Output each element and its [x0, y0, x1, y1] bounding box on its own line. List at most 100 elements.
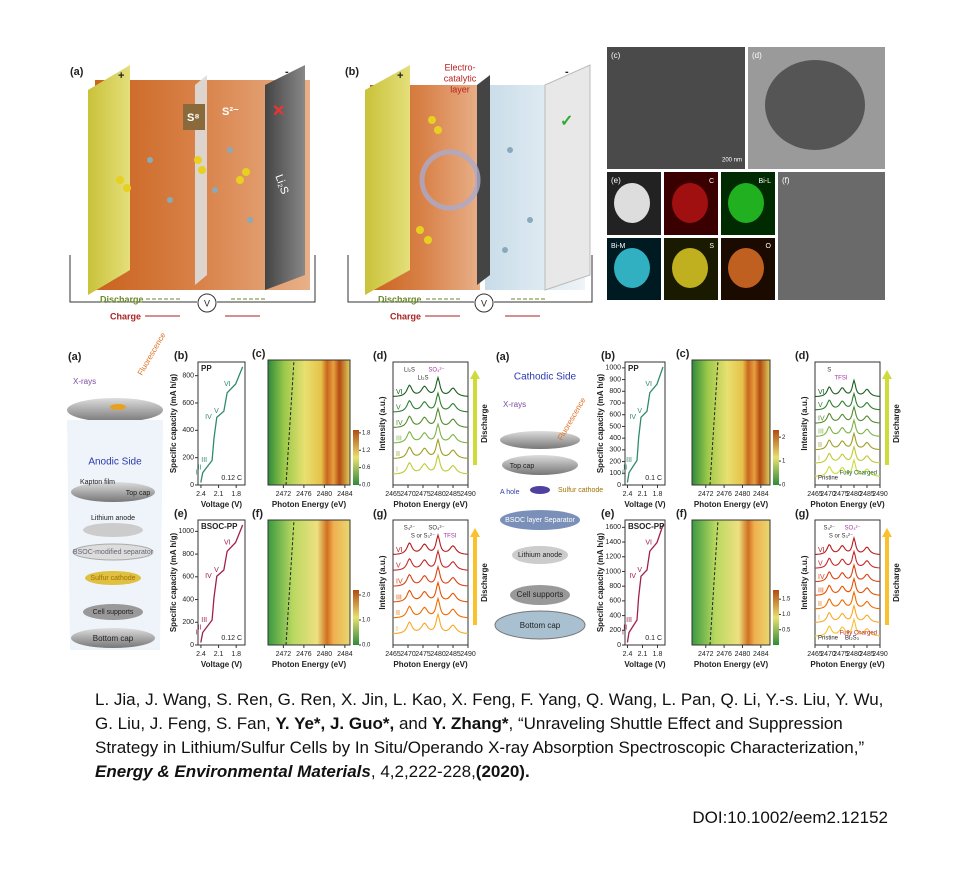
- label: S²⁻: [222, 106, 239, 118]
- spectrum: [814, 536, 881, 556]
- y-tick-label: 1000: [605, 568, 621, 575]
- x-tick-label: 2475: [415, 651, 431, 658]
- stage-label: IV: [396, 420, 403, 427]
- year: (2020).: [475, 762, 530, 781]
- hrtem-image: [778, 172, 885, 300]
- stage-label: VI: [818, 389, 825, 396]
- x-tick-label: 2484: [753, 651, 769, 658]
- cell-schematic-left: (a) X-rays Fluorescence Anodic Side Kapt…: [67, 330, 168, 650]
- label: Charge: [110, 311, 141, 321]
- x-tick-label: 2484: [753, 491, 769, 498]
- panel-label: (c): [611, 51, 621, 60]
- x-tick-label: 2472: [698, 491, 714, 498]
- journal: Energy & Environmental Materials: [95, 762, 371, 781]
- label: layer: [450, 84, 470, 94]
- colorbar-tick-label: 1: [782, 459, 786, 465]
- plot-frame: [267, 359, 351, 486]
- x-tick-label: 2472: [698, 651, 714, 658]
- y-tick-label: 200: [182, 455, 194, 462]
- panel-label: (e): [174, 508, 188, 520]
- x-tick-label: 2485: [859, 491, 875, 498]
- map-label: Bi-M: [611, 243, 626, 250]
- curve: [626, 366, 664, 483]
- y-tick-label: 400: [182, 596, 194, 603]
- authors-corresponding: Y. Ye*, J. Guo*,: [275, 714, 395, 733]
- label: catalytic: [444, 73, 477, 83]
- stage-label: VI: [645, 539, 652, 546]
- peak-label: S₄²⁻: [404, 526, 416, 532]
- label: V: [481, 298, 487, 308]
- rate-label: 0.12 C: [221, 635, 242, 642]
- x-tick-label: 2480: [846, 491, 862, 498]
- x-tick-label: 2485: [445, 491, 461, 498]
- colorbar-tick-label: 0: [782, 483, 786, 489]
- scale-bar: 200 nm: [722, 158, 742, 164]
- stage-label: II: [623, 465, 627, 472]
- stage-label: VI: [224, 381, 231, 388]
- x-tick-label: 2490: [872, 651, 888, 658]
- heatmap: [692, 360, 770, 485]
- panel-label: (e): [611, 176, 621, 185]
- spectrum: [814, 431, 881, 451]
- x-tick-label: 1.8: [231, 651, 241, 658]
- label: X-rays: [503, 400, 526, 409]
- pristine-label: Pristine: [818, 636, 839, 642]
- x-axis-label: Photon Energy (eV): [810, 500, 885, 509]
- spectrum: [392, 406, 469, 428]
- label: Cell supports: [93, 609, 134, 616]
- colorbar-tick-label: 0.6: [362, 465, 371, 471]
- x-tick-label: 2.4: [623, 651, 633, 658]
- guide: [285, 519, 295, 646]
- x-axis-label: Photon Energy (eV): [272, 500, 347, 509]
- y-tick-label: 200: [609, 458, 621, 465]
- y-axis-label: Specific capacity (mA h/g): [169, 533, 178, 633]
- y-tick-label: 0: [617, 482, 621, 489]
- figure: (a) + - S⁸ S²⁻ ✕ Li₂S Discharge Charge V…: [67, 47, 901, 669]
- x-tick-label: 2.1: [214, 491, 224, 498]
- stage-label: V: [396, 404, 401, 411]
- spectrum: [814, 590, 881, 610]
- micrographs: (c) (d) (e) (f) 200 nm C Bi-L Bi-M S O: [607, 47, 885, 300]
- panel-label: (a): [68, 351, 82, 363]
- plot-frame: [392, 519, 469, 646]
- label: Fluorescence: [136, 330, 168, 377]
- spectrum: [392, 564, 469, 587]
- y-tick-label: 1600: [605, 524, 621, 531]
- stage-label: IV: [818, 574, 825, 581]
- y-tick-label: 400: [609, 612, 621, 619]
- arrow-head: [882, 370, 892, 379]
- x-tick-label: 2475: [415, 491, 431, 498]
- stage-label: V: [818, 402, 823, 409]
- rate-label: 0.12 C: [221, 475, 242, 482]
- y-axis-label: Intensity (a.u.): [800, 555, 809, 610]
- spectrum: [392, 422, 469, 444]
- schematic-b: ✓ (b) + - Electro- catalytic layer Disch…: [345, 62, 593, 321]
- spectrum: [392, 548, 469, 571]
- stage-label: II: [818, 442, 822, 449]
- x-axis-label: Photon Energy (eV): [393, 500, 468, 509]
- x-tick-label: 1.8: [653, 651, 663, 658]
- y-tick-label: 400: [182, 427, 194, 434]
- x-axis-label: Photon Energy (eV): [272, 660, 347, 669]
- stage-label: II: [623, 624, 627, 631]
- stage-label: IV: [629, 573, 636, 580]
- stage-label: IV: [629, 414, 636, 421]
- y-tick-label: 300: [609, 447, 621, 454]
- label: Sulfur cathode: [90, 575, 135, 582]
- spectrum: [814, 378, 881, 398]
- separator: [477, 75, 490, 285]
- arrow-label: Discharge: [892, 404, 901, 443]
- x-tick-label: 2465: [385, 491, 401, 498]
- plot-frame: [814, 519, 881, 646]
- panel-label: (b): [601, 350, 615, 362]
- sample-label: PP: [201, 364, 212, 373]
- x-axis-label: Photon Energy (eV): [694, 500, 769, 509]
- stage-label: IV: [396, 579, 403, 586]
- x-axis-label: Photon Energy (eV): [810, 660, 885, 669]
- spectrum: [392, 580, 469, 603]
- guide: [709, 359, 719, 486]
- y-axis-label: Specific capacity (mA h/g): [596, 374, 605, 474]
- colorbar-tick-label: 2.0: [362, 593, 371, 599]
- spectrum: [814, 576, 881, 596]
- x-axis-label: Voltage (V): [624, 500, 666, 509]
